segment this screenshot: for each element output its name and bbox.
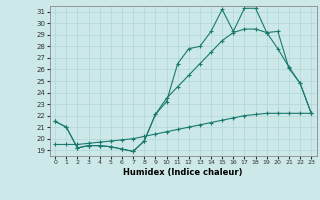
X-axis label: Humidex (Indice chaleur): Humidex (Indice chaleur) <box>124 168 243 177</box>
